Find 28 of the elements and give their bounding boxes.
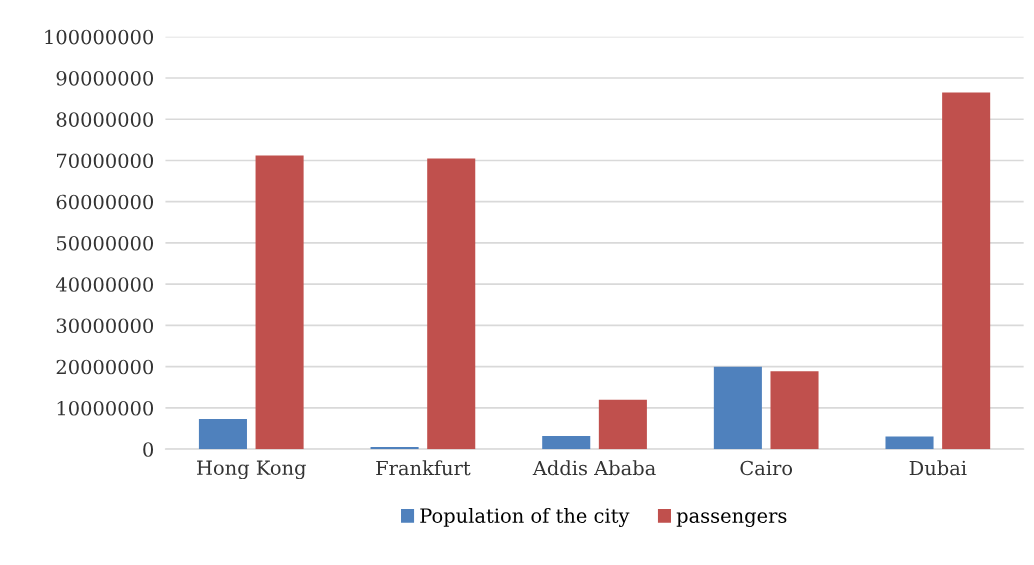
- y-tick-label: 0: [143, 442, 154, 457]
- y-tick-label: 10000000: [57, 400, 154, 416]
- bar: [255, 155, 304, 450]
- y-tick-label: 70000000: [56, 153, 154, 169]
- x-tick-label: Cairo: [740, 460, 793, 476]
- legend-label: Population of the city: [420, 507, 630, 528]
- y-tick-label: 60000000: [56, 194, 154, 210]
- bar: [885, 436, 934, 450]
- legend-label: passengers: [676, 512, 787, 528]
- bar: [198, 419, 247, 450]
- bar: [542, 435, 591, 450]
- x-tick-label: Frankfurt: [376, 460, 471, 476]
- y-tick-label: 80000000: [56, 112, 154, 127]
- y-tick-label: 20000000: [56, 359, 154, 375]
- y-tick-label: 50000000: [57, 235, 154, 251]
- bar: [598, 399, 647, 450]
- x-tick-label: Dubai: [909, 460, 967, 476]
- x-tick-label: Hong Kong: [197, 460, 306, 480]
- bar: [942, 92, 991, 450]
- bar: [427, 158, 476, 450]
- x-tick-label: Addis Ababa: [532, 460, 656, 476]
- bar: [370, 447, 419, 450]
- bar: [713, 366, 762, 450]
- y-tick-label: 30000000: [56, 318, 154, 334]
- y-tick-label: 100000000: [45, 29, 154, 45]
- y-tick-label: 90000000: [56, 70, 154, 86]
- bar: [770, 371, 819, 450]
- y-tick-label: 40000000: [55, 277, 154, 292]
